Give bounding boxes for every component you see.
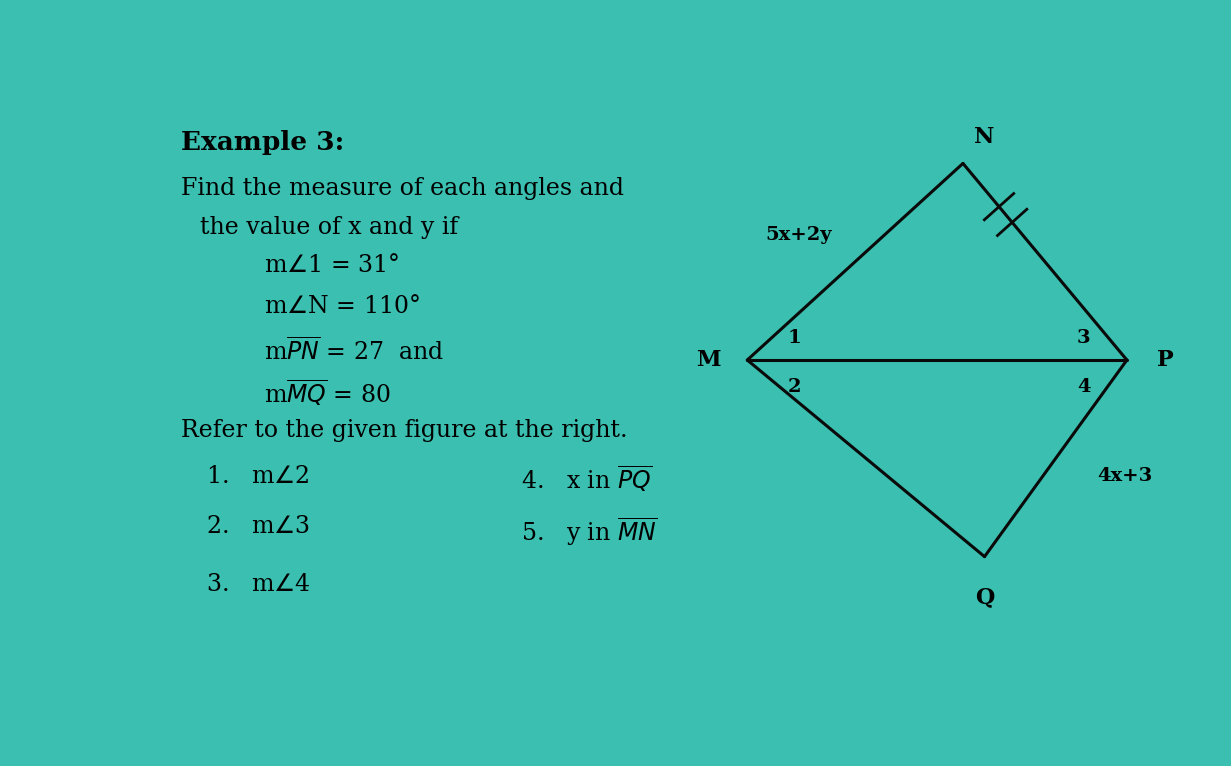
Text: M: M <box>697 349 720 371</box>
Text: N: N <box>975 126 995 148</box>
Text: 5x+2y: 5x+2y <box>766 226 832 244</box>
Text: 4.   x in $\overline{PQ}$: 4. x in $\overline{PQ}$ <box>521 465 652 495</box>
Text: Refer to the given figure at the right.: Refer to the given figure at the right. <box>181 419 628 442</box>
Text: P: P <box>1157 349 1174 371</box>
Text: m$\angle$N = 110$\degree$: m$\angle$N = 110$\degree$ <box>263 296 420 319</box>
Text: m$\overline{PN}$ = 27  and: m$\overline{PN}$ = 27 and <box>263 337 443 365</box>
Text: 2.   m$\angle$3: 2. m$\angle$3 <box>207 515 310 538</box>
Text: 5.   y in $\overline{MN}$: 5. y in $\overline{MN}$ <box>521 515 657 548</box>
Text: 1.   m$\angle$2: 1. m$\angle$2 <box>207 465 310 488</box>
Text: the value of x and y if: the value of x and y if <box>199 216 458 239</box>
Text: m$\angle$1 = 31$\degree$: m$\angle$1 = 31$\degree$ <box>263 254 399 277</box>
Text: 3.   m$\angle$4: 3. m$\angle$4 <box>207 573 311 596</box>
Text: 3: 3 <box>1077 329 1091 347</box>
Text: 4x+3: 4x+3 <box>1097 467 1152 485</box>
Text: 1: 1 <box>788 329 801 347</box>
Text: Example 3:: Example 3: <box>181 130 343 155</box>
Text: Q: Q <box>975 586 995 608</box>
Text: 2: 2 <box>788 378 801 396</box>
Text: Find the measure of each angles and: Find the measure of each angles and <box>181 178 624 201</box>
Text: m$\overline{MQ}$ = 80: m$\overline{MQ}$ = 80 <box>263 378 390 408</box>
Text: 4: 4 <box>1077 378 1091 396</box>
